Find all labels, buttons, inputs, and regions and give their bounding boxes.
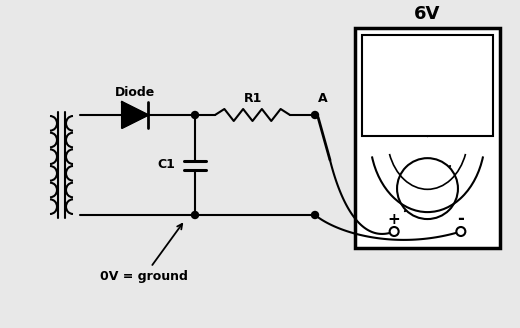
Text: R1: R1: [244, 92, 262, 106]
Circle shape: [311, 212, 318, 218]
Circle shape: [457, 227, 465, 236]
Polygon shape: [122, 102, 148, 128]
Circle shape: [311, 112, 318, 118]
Text: +: +: [388, 212, 400, 227]
Text: 0V = ground: 0V = ground: [100, 224, 188, 283]
Bar: [362, 35, 493, 136]
Text: Diode: Diode: [115, 87, 155, 99]
Text: -: -: [458, 210, 464, 228]
Bar: [355, 28, 500, 248]
Text: A: A: [318, 92, 328, 106]
Circle shape: [191, 212, 199, 218]
Circle shape: [389, 227, 399, 236]
Text: 6V: 6V: [414, 5, 440, 23]
Circle shape: [397, 158, 458, 219]
Circle shape: [191, 112, 199, 118]
Text: C1: C1: [157, 158, 175, 172]
